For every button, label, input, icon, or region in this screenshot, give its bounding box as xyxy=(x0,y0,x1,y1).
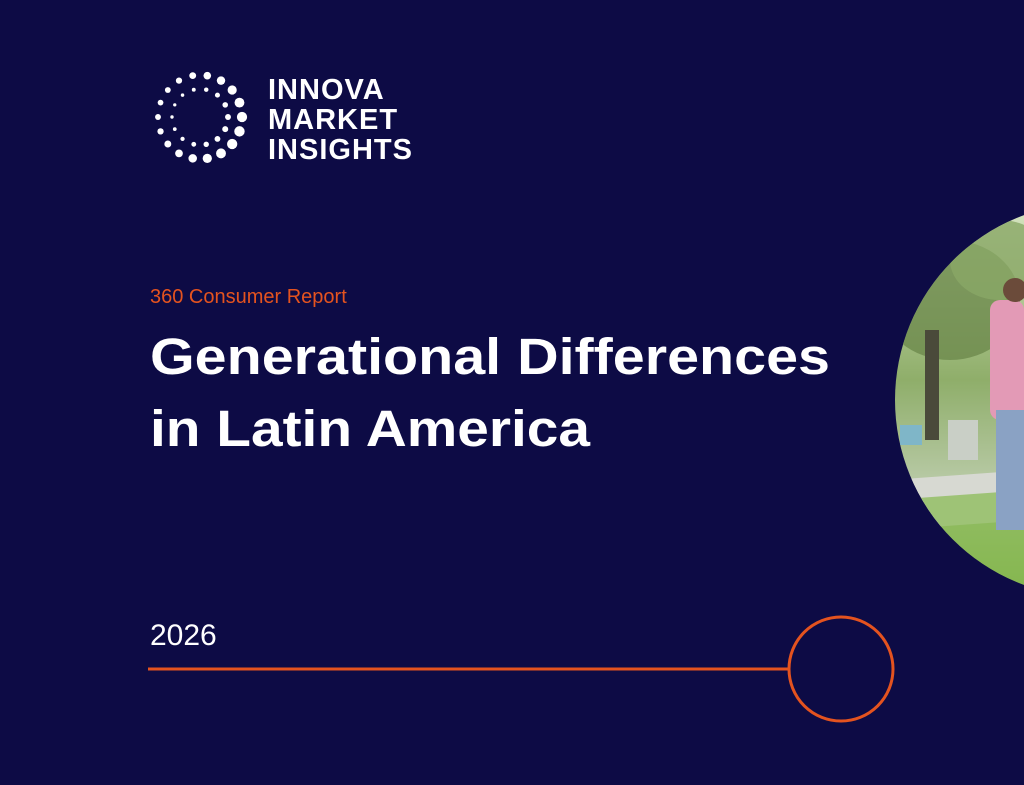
title-line: Generational Differences xyxy=(150,328,830,385)
logo-dot xyxy=(172,127,177,132)
logo-dot xyxy=(180,136,185,142)
logo-dot xyxy=(216,148,226,159)
logo-dot xyxy=(189,72,197,80)
logo-dot xyxy=(214,92,220,98)
logo-dot xyxy=(204,87,209,92)
logo-dot xyxy=(164,87,171,93)
report-type: 360 Consumer Report xyxy=(150,286,347,308)
logo-dot xyxy=(175,77,183,84)
logo-mark xyxy=(155,71,248,163)
logo-dot xyxy=(155,114,161,120)
logo-dot xyxy=(180,93,185,97)
title-line: in Latin America xyxy=(150,400,591,457)
logo-dot xyxy=(227,138,238,150)
logo-text: INNOVA xyxy=(268,74,385,106)
logo-dot xyxy=(234,126,245,137)
logo-dot xyxy=(188,154,197,163)
logo-dot xyxy=(222,126,229,133)
photo xyxy=(895,203,1024,597)
logo-dot xyxy=(214,135,221,142)
logo-dot xyxy=(225,114,231,120)
logo-dot xyxy=(203,141,209,148)
logo-dot xyxy=(236,111,248,123)
logo-dot xyxy=(222,102,229,108)
logo-dot xyxy=(191,141,197,147)
logo-text: INSIGHTS xyxy=(268,134,413,166)
logo-dot xyxy=(175,149,183,158)
logo-dot xyxy=(191,87,196,92)
decorative-circle xyxy=(787,615,895,723)
logo-dot xyxy=(216,76,226,85)
logo-dot xyxy=(173,103,177,107)
logo-dot xyxy=(157,128,164,135)
logo-dot xyxy=(157,99,164,106)
logo-text: MARKET xyxy=(268,104,398,136)
logo-dot xyxy=(202,153,212,163)
logo-dot xyxy=(170,115,174,119)
logo-dot xyxy=(227,85,237,95)
logo-dot xyxy=(203,71,212,80)
logo-dot xyxy=(234,97,245,108)
logo-dot xyxy=(164,140,172,148)
year: 2026 xyxy=(150,619,217,652)
